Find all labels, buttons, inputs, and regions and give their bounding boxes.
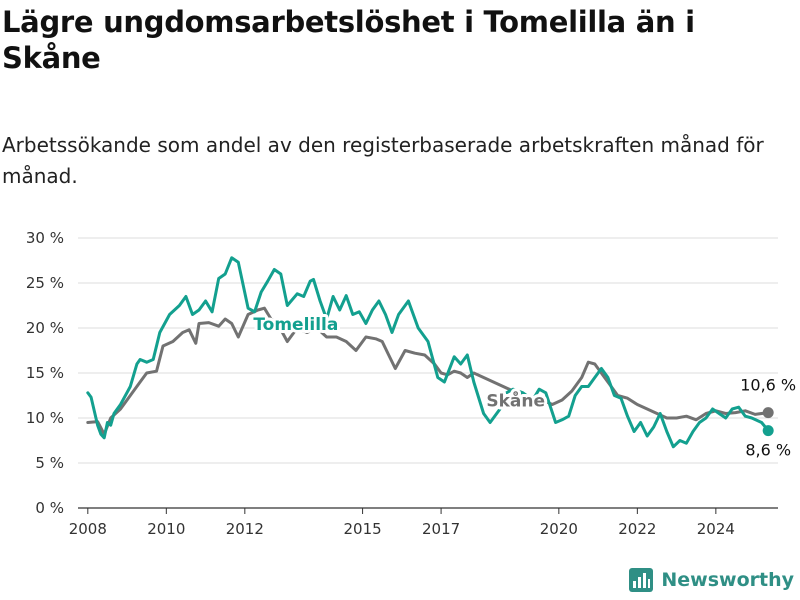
series-line-skane [86,306,770,436]
end-point-skane [762,407,774,419]
series-lines [86,256,774,449]
end-point-tomelilla [762,425,774,437]
x-tick-label: 2024 [697,520,735,538]
end-label-tomelilla: 8,6 % [745,441,791,460]
brand-name: Newsworthy [661,569,794,591]
y-tick-label: 0 % [35,499,64,517]
y-tick-label: 30 % [26,229,64,247]
y-tick-label: 25 % [26,274,64,292]
x-tick-label: 2020 [540,520,578,538]
x-tick-label: 2022 [618,520,656,538]
x-tick-label: 2012 [226,520,264,538]
series-labels: Tomelilla Skåne 10,6 % 8,6 % [250,312,796,460]
y-tick-label: 5 % [35,454,64,472]
series-line-tomelilla [86,256,770,449]
x-tick-label: 2017 [422,520,460,538]
x-tick-label: 2015 [343,520,381,538]
x-tick-label: 2008 [69,520,107,538]
series-label-skane: Skåne [486,389,545,411]
x-tick-label: 2010 [147,520,185,538]
y-tick-label: 15 % [26,364,64,382]
chart-title: Lägre ungdomsarbetslöshet i Tomelilla än… [2,5,695,75]
newsworthy-icon [629,568,654,592]
newsworthy-logo[interactable]: Newsworthy [629,568,794,592]
gridlines [78,237,778,509]
chart-subtitle: Arbetssökande som andel av den registerb… [2,133,764,188]
end-label-skane: 10,6 % [740,376,796,395]
x-axis-ticks: 2008 2010 2012 2015 2017 2020 2022 2024 [69,508,735,538]
y-tick-label: 20 % [26,319,64,337]
series-label-tomelilla: Tomelilla [253,315,338,335]
y-axis-ticks: 0 % 5 % 10 % 15 % 20 % 25 % 30 % [26,229,64,517]
y-tick-label: 10 % [26,409,64,427]
